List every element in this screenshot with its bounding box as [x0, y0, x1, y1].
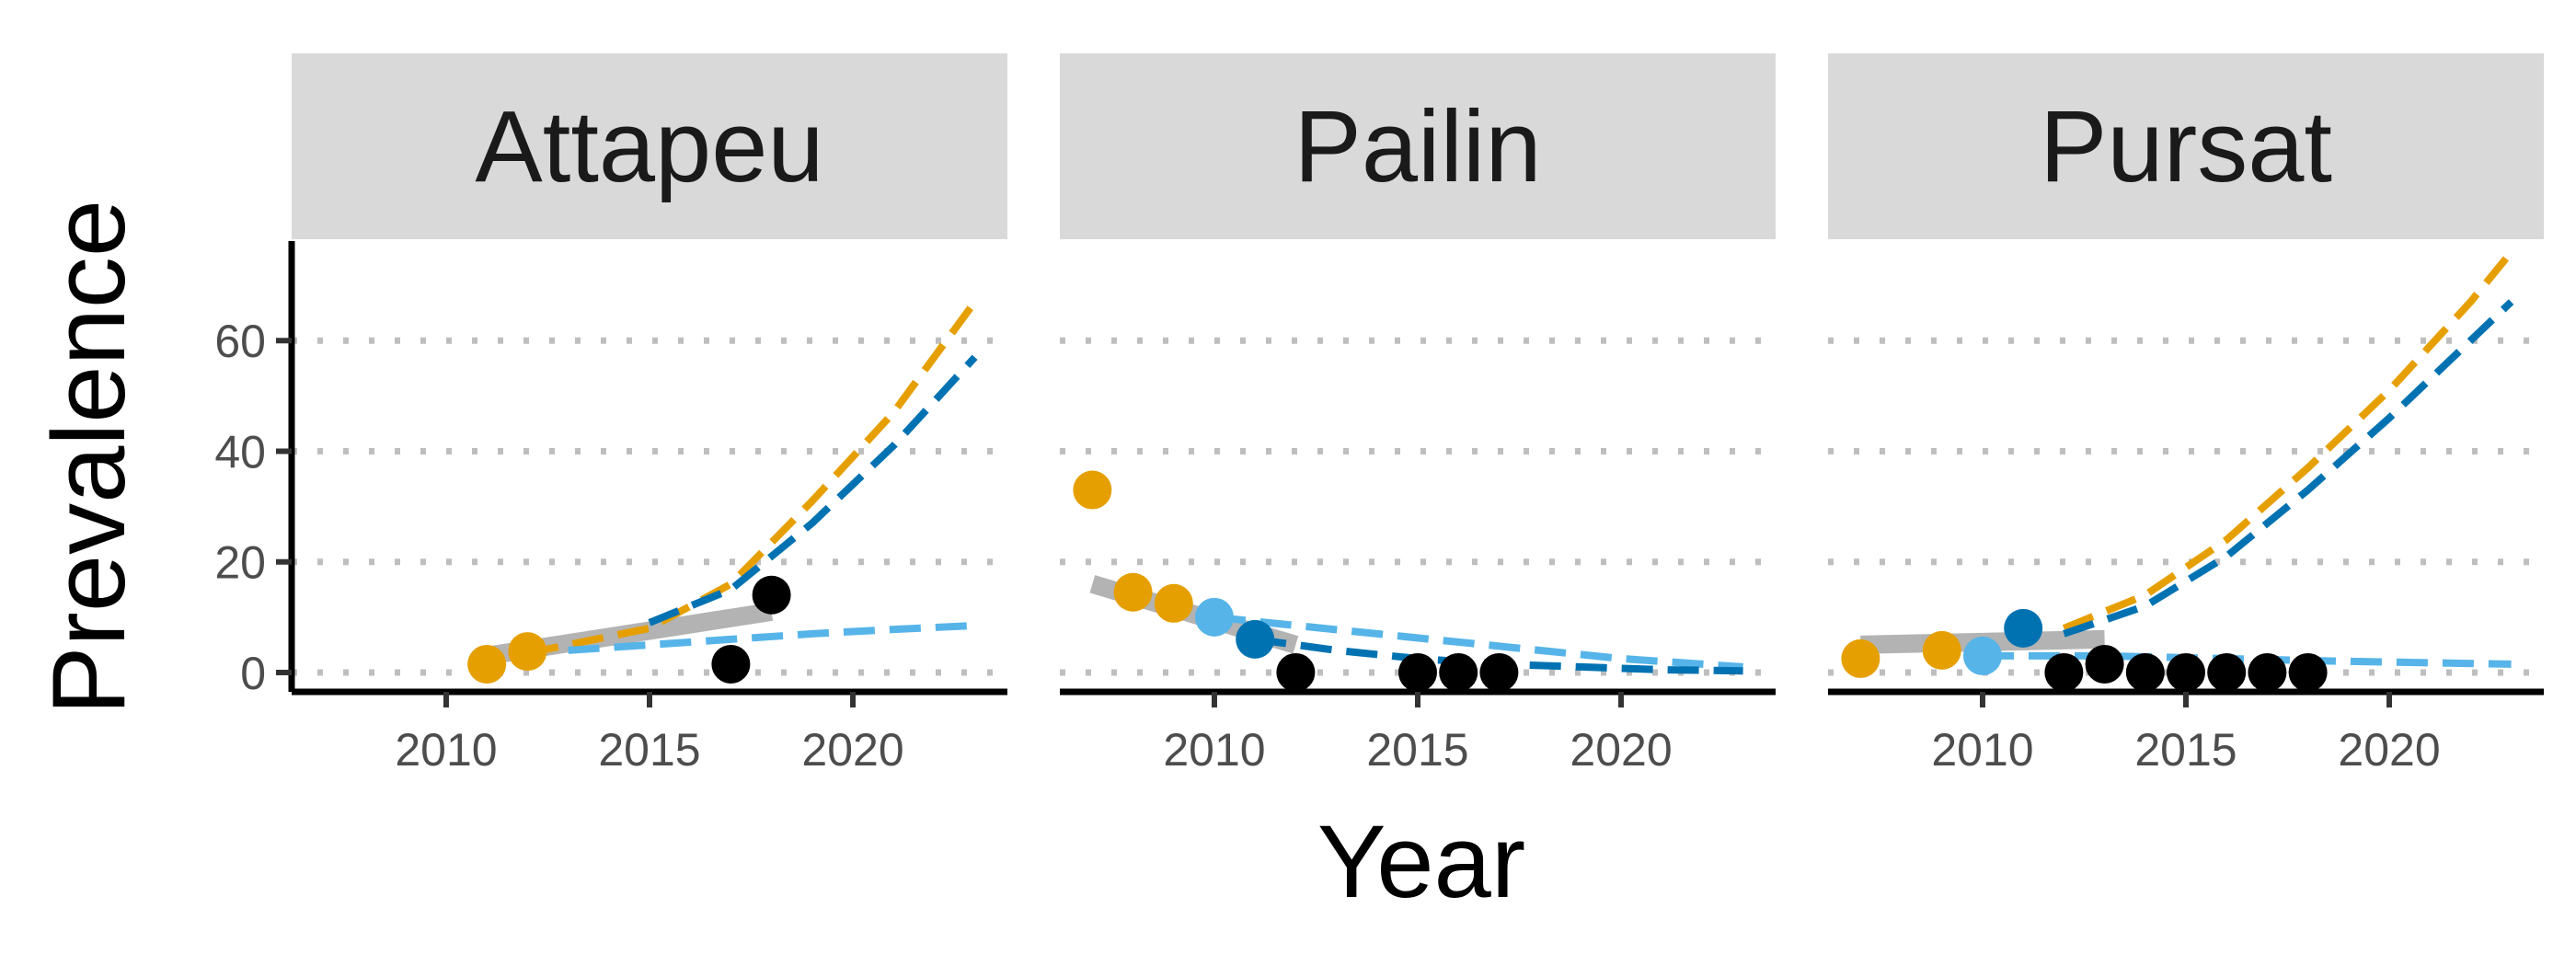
x-tick-label-2020: 2020 — [1570, 724, 1672, 776]
x-tick-label-2010: 2010 — [1163, 724, 1265, 776]
panel-strip-pursat — [1828, 53, 2544, 239]
x-tick-label-2020: 2020 — [2338, 724, 2440, 776]
panels-layer: Attapeu 2010 2015 2020 0 20 40 60 Pailin 2010 2015… — [214, 53, 2544, 776]
data-point-orange — [467, 644, 507, 684]
panel-strip-attapeu — [292, 53, 1007, 239]
data-point-light-blue — [1194, 597, 1234, 637]
y-axis-title: Prevalence — [31, 200, 146, 715]
data-point-black — [1398, 652, 1437, 692]
data-point-black — [2248, 652, 2287, 692]
panel-pursat: Pursat 2010 2015 2020 — [1828, 53, 2544, 776]
panel-pailin: Pailin 2010 2015 2020 — [1060, 53, 1776, 776]
y-tick-label-40: 40 — [214, 426, 266, 477]
projection-orange-pursat — [2062, 249, 2514, 632]
y-tick-label-60: 60 — [214, 316, 266, 367]
x-tick-label-2015: 2015 — [598, 724, 700, 776]
x-tick-label-2015: 2015 — [1366, 724, 1468, 776]
projection-dark-blue-pursat — [2063, 299, 2514, 638]
data-point-black — [1479, 652, 1519, 692]
data-point-black — [2125, 652, 2165, 692]
data-point-black — [2044, 652, 2084, 692]
panel-attapeu: Attapeu 2010 2015 2020 0 20 40 60 — [214, 53, 1007, 776]
data-point-light-blue — [1962, 636, 2002, 675]
panel-title-pursat: Pursat — [2040, 90, 2332, 203]
projection-orange-attapeu — [526, 299, 978, 657]
data-point-black — [2085, 644, 2124, 684]
data-point-black — [2288, 652, 2328, 692]
panel-strip-pailin — [1060, 53, 1776, 239]
data-point-orange — [508, 632, 547, 672]
panel-title-attapeu: Attapeu — [475, 90, 823, 203]
data-point-orange — [1154, 583, 1193, 623]
data-point-black — [2207, 652, 2247, 692]
data-point-orange — [1922, 630, 1961, 670]
data-point-orange — [1073, 470, 1112, 510]
projection-dark-blue-attapeu — [648, 354, 978, 627]
data-point-dark-blue — [2004, 608, 2043, 648]
projection-light-blue-pailin — [1213, 613, 1743, 671]
x-tick-label-2010: 2010 — [395, 724, 497, 776]
y-tick-label-0: 0 — [240, 648, 266, 699]
x-axis-title: Year — [1317, 804, 1525, 919]
data-point-black — [711, 644, 751, 684]
x-tick-label-2020: 2020 — [801, 724, 903, 776]
data-point-dark-blue — [1236, 619, 1275, 659]
data-point-orange — [1113, 572, 1153, 612]
data-point-black — [2167, 652, 2205, 692]
projection-light-blue-attapeu — [568, 621, 975, 654]
data-point-black — [1439, 652, 1478, 692]
panel-title-pailin: Pailin — [1294, 90, 1541, 203]
x-tick-label-2010: 2010 — [1931, 724, 2033, 776]
data-point-black — [752, 575, 791, 615]
data-point-black — [1276, 652, 1316, 692]
x-tick-label-2015: 2015 — [2134, 724, 2237, 776]
data-point-orange — [1841, 638, 1880, 678]
y-tick-label-20: 20 — [214, 537, 266, 589]
